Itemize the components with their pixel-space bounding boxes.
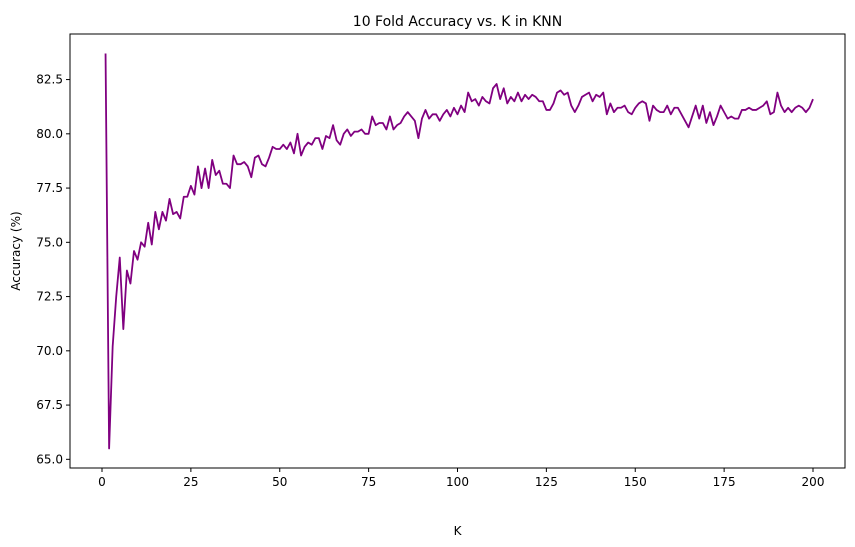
plot-frame [69, 33, 846, 469]
y-axis-ticks: 65.0 67.5 70.0 72.5 75.0 77.5 80.0 82.5 [36, 73, 70, 466]
y-tick-label: 67.5 [36, 398, 63, 412]
y-tick-label: 75.0 [36, 235, 63, 249]
x-tick-label: 0 [98, 475, 106, 489]
x-tick-label: 100 [446, 475, 469, 489]
x-tick-label: 75 [361, 475, 376, 489]
x-axis-label: K [454, 524, 463, 538]
x-tick-label: 175 [713, 475, 736, 489]
y-tick-label: 80.0 [36, 127, 63, 141]
y-tick-label: 77.5 [36, 181, 63, 195]
x-tick-label: 200 [802, 475, 825, 489]
x-tick-label: 50 [272, 475, 287, 489]
y-tick-label: 82.5 [36, 73, 63, 87]
accuracy-line [104, 53, 814, 450]
y-axis-label: Accuracy (%) [9, 211, 23, 290]
x-tick-label: 125 [535, 475, 558, 489]
y-tick-label: 65.0 [36, 452, 63, 466]
y-tick-label: 70.0 [36, 344, 63, 358]
chart-title: 10 Fold Accuracy vs. K in KNN [353, 14, 562, 30]
x-axis-ticks: 0 25 50 75 100 125 150 175 200 [98, 468, 824, 489]
x-tick-label: 150 [624, 475, 647, 489]
x-tick-label: 25 [183, 475, 198, 489]
y-tick-label: 72.5 [36, 290, 63, 304]
